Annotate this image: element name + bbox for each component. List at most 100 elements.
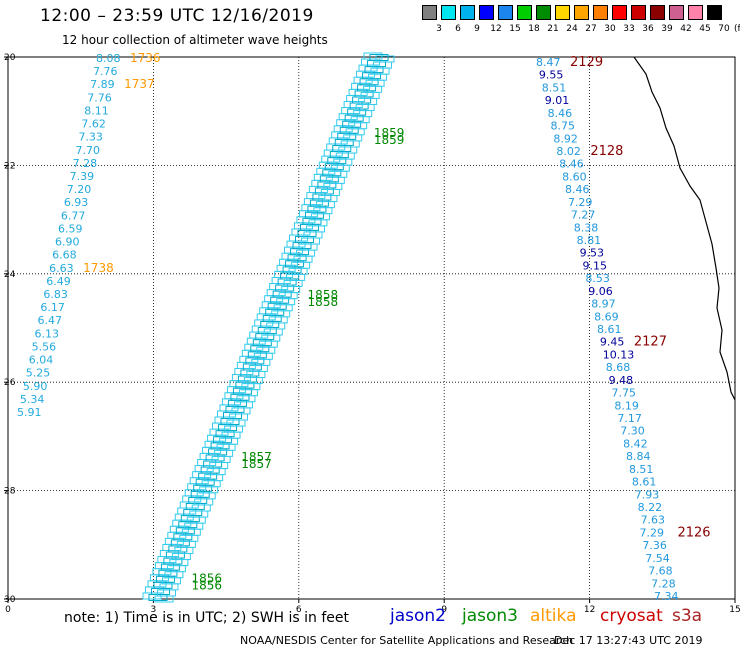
wave-height-value: 9.01 <box>545 94 570 107</box>
wave-height-value: 7.28 <box>73 157 98 170</box>
generated-timestamp: Dec 17 13:27:43 UTC 2019 <box>554 634 703 647</box>
wave-height-value: 6.83 <box>43 288 67 301</box>
track-time-label: 1858 <box>308 295 339 309</box>
track-sample-mark <box>153 581 173 589</box>
wave-height-value: 9.15 <box>582 259 607 272</box>
track-sample-mark <box>339 126 359 134</box>
wave-height-value: 9.53 <box>580 247 605 260</box>
track-sample-mark <box>213 436 233 444</box>
track-sample-mark <box>319 175 339 183</box>
track-sample-mark <box>309 199 329 207</box>
color-scale-swatch <box>707 5 722 20</box>
color-scale-swatch <box>593 5 608 20</box>
wave-height-value: 7.70 <box>76 144 101 157</box>
track-sample-mark <box>252 339 272 347</box>
wave-height-value: 6.13 <box>35 327 60 340</box>
wave-height-value: 7.34 <box>654 590 679 603</box>
track-time-label: 2126 <box>677 525 710 540</box>
wave-height-value: 8.11 <box>84 104 109 117</box>
color-scale-label: 6 <box>455 24 461 34</box>
track-sample-mark <box>327 157 347 165</box>
wave-height-value: 7.17 <box>617 412 642 425</box>
wave-height-value: 7.36 <box>642 539 667 552</box>
wave-height-value: 9.55 <box>539 69 564 82</box>
track-sample-mark <box>324 163 344 171</box>
track-sample-mark <box>357 84 377 92</box>
longitude-label: 15 <box>729 605 740 615</box>
track-sample-mark <box>203 460 223 468</box>
wave-height-value: 8.53 <box>585 272 610 285</box>
latitude-label: 22 <box>4 161 15 171</box>
wave-height-value: 7.39 <box>70 170 95 183</box>
track-sample-mark <box>208 448 228 456</box>
wave-height-value: 8.22 <box>638 501 663 514</box>
longitude-label: 9 <box>441 605 447 615</box>
track-sample-mark <box>222 411 242 419</box>
wave-height-value: 6.59 <box>58 222 83 235</box>
wave-height-value: 7.27 <box>571 209 596 222</box>
wave-height-value: 9.48 <box>609 374 634 387</box>
track-sample-mark <box>188 496 208 504</box>
track-time-label: 1856 <box>192 579 223 593</box>
track-sample-mark <box>150 587 170 595</box>
color-scale-swatch <box>460 5 475 20</box>
color-scale-swatch <box>422 5 437 20</box>
track-sample-mark <box>352 96 372 104</box>
color-scale-label: 21 <box>547 24 559 34</box>
wave-height-value: 8.08 <box>96 52 121 65</box>
color-scale-swatch <box>669 5 684 20</box>
color-scale-swatch <box>517 5 532 20</box>
coastline <box>633 56 736 401</box>
track-sample-mark <box>210 442 230 450</box>
wave-height-value: 7.20 <box>67 183 92 196</box>
color-scale-label: 36 <box>642 24 654 34</box>
color-scale-swatch <box>441 5 456 20</box>
track-time-label: 1858 <box>308 288 339 302</box>
track-sample-mark <box>290 248 310 256</box>
wave-height-value: 9.45 <box>600 336 625 349</box>
wave-height-value: 6.63 <box>49 262 73 275</box>
track-sample-mark <box>337 132 357 140</box>
track-sample-mark <box>347 108 367 116</box>
wave-height-value: 8.19 <box>614 399 639 412</box>
track-sample-mark <box>200 466 220 474</box>
color-scale-label: 24 <box>566 24 578 34</box>
track-sample-mark <box>302 217 322 225</box>
track-time-label: 1856 <box>192 572 223 586</box>
track-time-label: 1736 <box>130 51 161 65</box>
color-scale-swatch <box>631 5 646 20</box>
color-scale-label: 42 <box>680 24 692 34</box>
track-sample-mark <box>185 502 205 510</box>
color-scale-label: 15 <box>509 24 521 34</box>
color-scale-swatch <box>688 5 703 20</box>
track-sample-mark <box>257 327 277 335</box>
wave-height-value: 8.47 <box>536 56 561 69</box>
track-sample-mark <box>299 223 319 231</box>
wave-height-value: 7.63 <box>641 514 666 527</box>
track-sample-mark <box>354 90 374 98</box>
wave-height-value: 6.17 <box>40 301 65 314</box>
wave-height-value: 7.30 <box>620 425 645 438</box>
page-subtitle: 12 hour collection of altimeter wave hei… <box>62 33 328 47</box>
wave-height-value: 8.38 <box>574 221 599 234</box>
wave-height-value: 5.34 <box>20 393 45 406</box>
wave-height-value: 7.89 <box>90 78 115 91</box>
wave-height-value: 8.46 <box>559 158 584 171</box>
track-sample-mark <box>247 351 267 359</box>
page-title: 12:00 – 23:59 UTC 12/16/2019 <box>40 6 314 26</box>
track-sample-mark <box>292 242 312 250</box>
track-sample-mark <box>267 302 287 310</box>
track-sample-mark <box>205 454 225 462</box>
track-sample-mark <box>155 575 175 583</box>
track-sample-mark <box>285 260 305 268</box>
map-frame <box>7 56 736 600</box>
track-sample-mark <box>237 375 257 383</box>
color-scale-label: 9 <box>474 24 480 34</box>
legend-item-cryosat: cryosat <box>600 606 663 626</box>
track-sample-mark <box>287 254 307 262</box>
color-scale-label: 45 <box>699 24 711 34</box>
track-sample-mark <box>227 399 247 407</box>
wave-height-value: 6.49 <box>46 275 71 288</box>
track-sample-mark <box>218 424 238 432</box>
